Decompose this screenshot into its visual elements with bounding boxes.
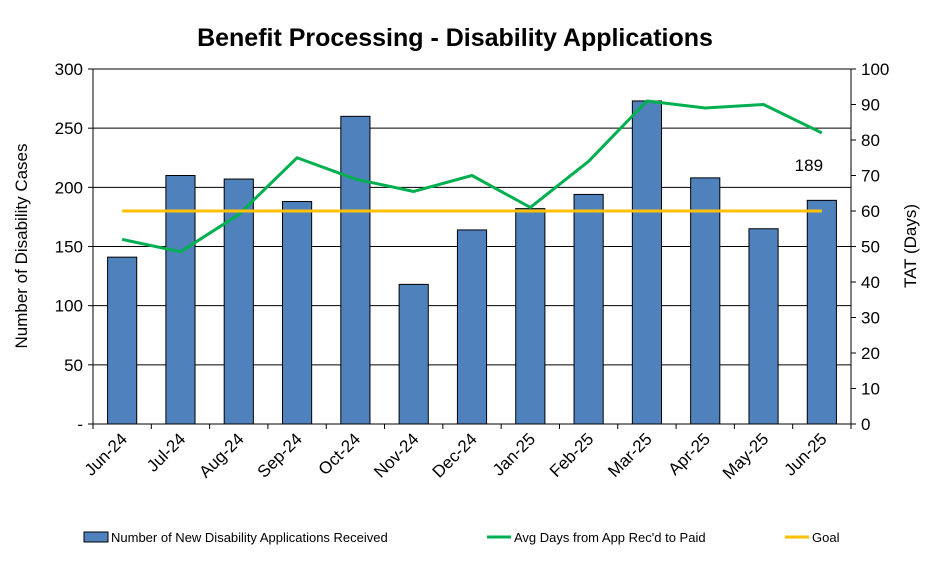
x-tick-label: Mar-25 (604, 429, 656, 481)
y2-tick-label: 100 (861, 60, 889, 79)
y-tick-label: 150 (55, 238, 83, 257)
x-tick-label: Aug-24 (195, 429, 247, 481)
x-tick-label: Nov-24 (370, 429, 422, 481)
bar (573, 193, 604, 425)
y-axis-label: Number of Disability Cases (12, 143, 31, 348)
y-tick-label: 200 (55, 178, 83, 197)
y2-tick-label: 50 (861, 238, 880, 257)
y2-tick-label: 70 (861, 167, 880, 186)
x-tick-label: Feb-25 (546, 429, 598, 481)
x-tick-label: Jun-24 (81, 429, 131, 479)
chart-title: Benefit Processing - Disability Applicat… (197, 24, 713, 52)
x-tick-label: May-25 (719, 429, 773, 483)
bar (806, 199, 837, 425)
y2-tick-label: 90 (861, 96, 880, 115)
x-tick-label: Jan-25 (489, 429, 539, 479)
bar-series (107, 100, 837, 425)
bar (107, 256, 138, 425)
x-tick-label: Jun-25 (780, 429, 830, 479)
legend: Number of New Disability Applications Re… (83, 530, 840, 545)
bar (398, 283, 429, 425)
legend-label: Avg Days from App Rec'd to Paid (514, 530, 706, 545)
legend-label: Number of New Disability Applications Re… (111, 530, 388, 545)
y2-tick-label: 40 (861, 273, 880, 292)
y-tick-label: - (77, 415, 83, 434)
bar (748, 228, 779, 425)
y2-tick-label: 0 (861, 415, 870, 434)
y-tick-label: 50 (64, 356, 83, 375)
bar (282, 201, 313, 425)
y2-tick-label: 30 (861, 309, 880, 328)
x-tick-label: Jul-24 (143, 429, 189, 475)
x-tick-label: Sep-24 (254, 429, 306, 481)
y2-tick-label: 80 (861, 131, 880, 150)
bar (165, 175, 196, 425)
x-tick-label: Apr-25 (665, 429, 715, 479)
y2-tick-label: 60 (861, 202, 880, 221)
bar (515, 208, 546, 425)
y2-tick-label: 10 (861, 380, 880, 399)
bar (340, 115, 371, 425)
line-series (121, 99, 823, 254)
y2-tick-label: 20 (861, 344, 880, 363)
bar (456, 229, 488, 425)
x-tick-label: Oct-24 (315, 429, 365, 479)
legend-label: Goal (812, 530, 840, 545)
y-tick-label: 100 (55, 297, 83, 316)
x-tick-label: Dec-24 (429, 429, 481, 481)
y-tick-label: 300 (55, 60, 83, 79)
data-label: 189 (795, 156, 823, 175)
y2-axis-label: TAT (Days) (901, 204, 920, 288)
bar (631, 100, 662, 425)
legend-swatch-bar (83, 531, 109, 543)
bar (690, 177, 721, 425)
y-tick-label: 250 (55, 119, 83, 138)
tat-line (121, 99, 823, 254)
